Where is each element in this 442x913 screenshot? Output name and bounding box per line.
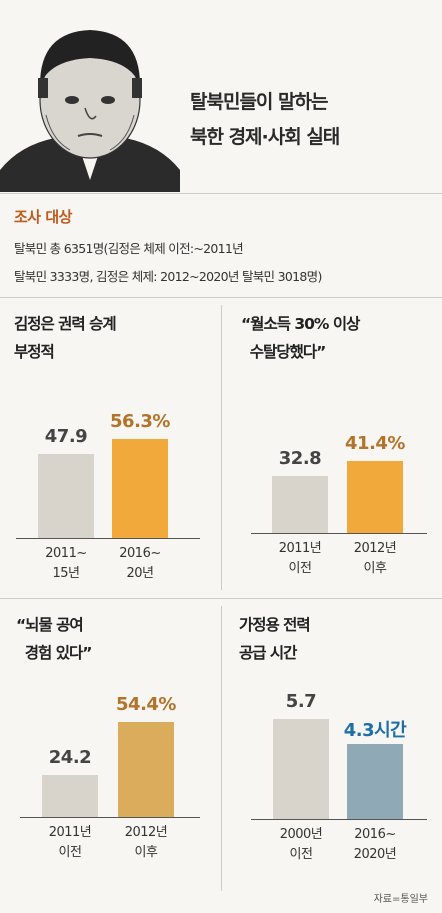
divider: [0, 193, 442, 194]
chart-bar: [38, 454, 94, 538]
chart-power-succession: 김정은 권력 승계 부정적 47.9 2011~ 15년 56.3% 2016~ 20년: [0, 298, 221, 598]
chart-value-label: 56.3%: [110, 411, 170, 433]
header-title-line1: 탈북민들이 말하는: [190, 91, 328, 113]
chart-bar: [272, 475, 328, 533]
chart-bar: [42, 774, 98, 817]
chart-category-label: 2011~ 15년: [45, 546, 87, 581]
portrait-illustration: [0, 30, 180, 192]
divider: [0, 297, 442, 298]
chart-baseline: [251, 819, 427, 820]
chart-bribery: “뇌물 공여 경험 있다” 24.2 2011년 이전 54.4% 2012년 이후: [0, 599, 221, 899]
header: 탈북민들이 말하는 북한 경제·사회 실태: [0, 0, 442, 195]
chart-title: “월소득 30% 이상 수탈당했다”: [241, 315, 360, 361]
chart-electricity-hours: 가정용 전력 공급 시간 5.7 2000년 이전 4.3시간 2016~ 2020년: [221, 599, 442, 899]
survey-line-1: 탈북민 총 6351명(김정은 체제 이전:~2011년: [14, 241, 244, 256]
header-title-line2: 북한 경제·사회 실태: [190, 126, 340, 148]
divider: [0, 598, 442, 599]
chart-category-label: 2000년 이전: [279, 827, 323, 862]
chart-value-label: 54.4%: [116, 693, 176, 715]
chart-category-label: 2012년 이후: [353, 541, 397, 576]
chart-category-label: 2016~ 2020년: [353, 827, 397, 862]
chart-baseline: [20, 817, 200, 818]
chart-bar: [347, 460, 403, 533]
chart-bar: [273, 719, 329, 819]
chart-value-label: 47.9: [44, 426, 88, 448]
chart-baseline: [16, 538, 200, 539]
chart-title: 가정용 전력 공급 시간: [239, 616, 311, 662]
survey-heading: 조사 대상: [14, 208, 72, 226]
chart-category-label: 2011년 이전: [48, 825, 92, 860]
chart-income-extortion: “월소득 30% 이상 수탈당했다” 32.8 2011년 이전 41.4% 2012년…: [221, 298, 442, 598]
chart-value-label: 4.3시간: [343, 719, 407, 741]
survey-line-2: 탈북민 3333명, 김정은 체제: 2012~2020년 탈북민 3018명): [14, 269, 322, 284]
divider: [221, 305, 222, 590]
chart-category-label: 2016~ 20년: [119, 546, 161, 581]
chart-bar: [118, 721, 174, 817]
chart-value-label: 41.4%: [345, 432, 405, 454]
chart-baseline: [251, 533, 427, 534]
chart-category-label: 2011년 이전: [278, 541, 322, 576]
chart-category-label: 2012년 이후: [124, 825, 168, 860]
chart-value-label: 32.8: [278, 447, 322, 469]
chart-bar: [112, 439, 168, 538]
chart-title: “뇌물 공여 경험 있다”: [16, 616, 92, 662]
source-note: 자료=통일부: [373, 894, 428, 905]
chart-value-label: 5.7: [285, 691, 317, 713]
chart-value-label: 24.2: [48, 746, 92, 768]
chart-title: 김정은 권력 승계 부정적: [14, 315, 117, 361]
divider: [221, 606, 222, 891]
chart-bar: [347, 743, 403, 819]
